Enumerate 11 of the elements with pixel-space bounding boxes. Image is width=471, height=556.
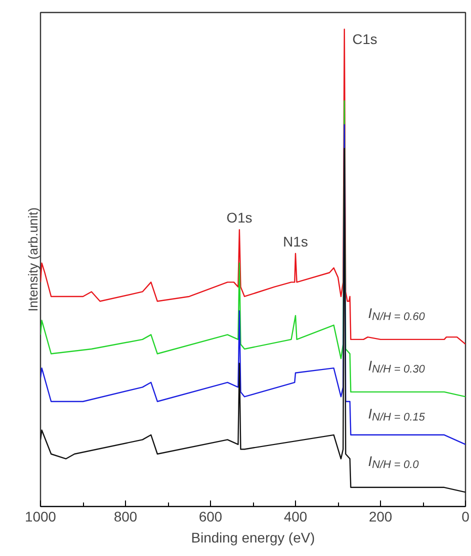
x-tick-label: 800	[114, 508, 138, 524]
x-tick-label: 600	[198, 508, 222, 524]
x-tick-label: 200	[368, 508, 392, 524]
x-axis-title: Binding energy (eV)	[191, 530, 315, 546]
x-tick-label: 1000	[24, 508, 56, 524]
annotation: O1s	[226, 210, 252, 226]
x-tick-label: 0	[462, 508, 470, 524]
x-tick-label: 400	[284, 508, 308, 524]
annotation: N1s	[283, 234, 308, 250]
annotation: C1s	[352, 31, 378, 48]
y-axis-title: Intensity (arb.unit)	[26, 207, 40, 312]
